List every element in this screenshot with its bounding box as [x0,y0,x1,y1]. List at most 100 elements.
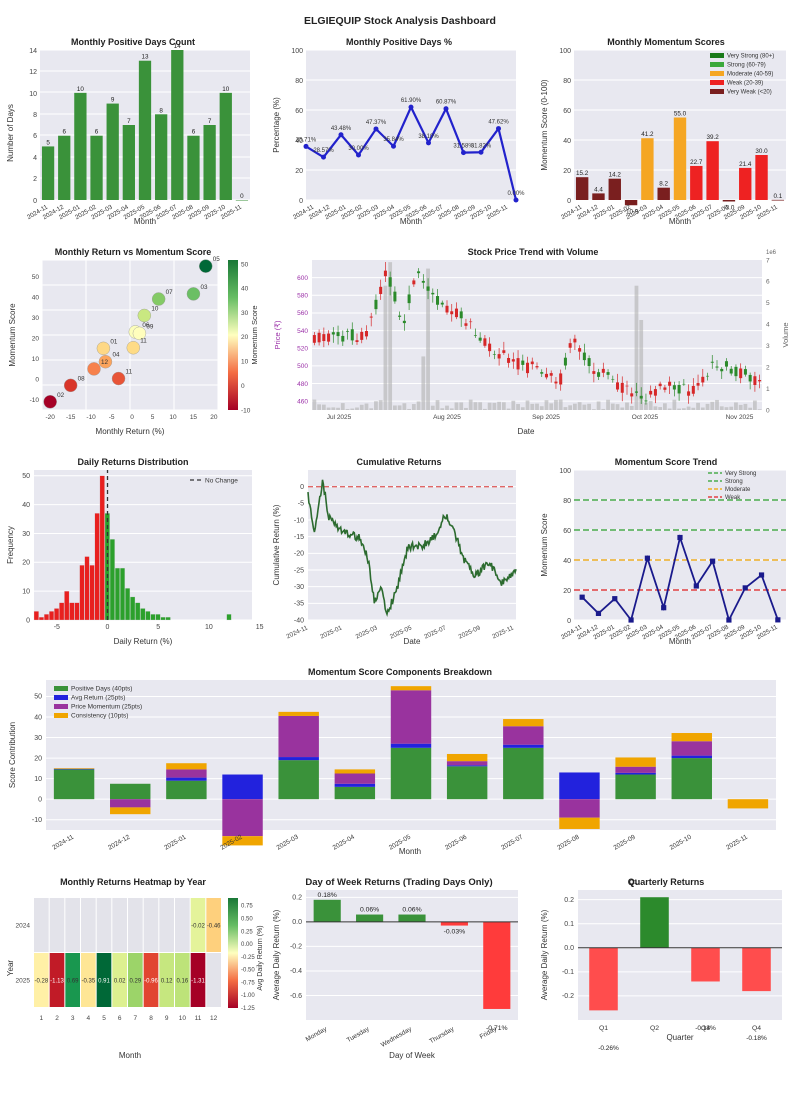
svg-text:0.75: 0.75 [241,904,253,910]
svg-text:20: 20 [563,588,571,595]
svg-text:-1.31: -1.31 [191,979,205,985]
svg-text:3: 3 [766,343,770,350]
svg-text:Tuesday: Tuesday [346,1025,372,1044]
svg-text:8: 8 [159,107,163,114]
svg-text:8: 8 [33,112,37,119]
svg-text:50: 50 [22,473,30,480]
svg-text:50: 50 [241,261,249,268]
svg-text:20: 20 [210,414,218,421]
svg-text:-5: -5 [298,501,304,508]
svg-text:-35: -35 [294,601,304,608]
svg-text:50: 50 [32,274,40,281]
svg-text:2025-06: 2025-06 [444,833,468,851]
svg-text:10: 10 [34,776,42,783]
svg-text:3: 3 [71,1015,75,1022]
svg-text:4: 4 [766,322,770,329]
svg-text:14.2: 14.2 [609,172,622,179]
svg-text:5: 5 [46,139,50,146]
svg-text:10: 10 [169,414,177,421]
svg-text:Wednesday: Wednesday [380,1025,414,1049]
svg-text:Month: Month [669,637,691,646]
svg-text:Frequency: Frequency [6,526,15,564]
svg-text:Strong: Strong [725,479,743,485]
svg-text:80: 80 [563,78,571,85]
svg-text:-5: -5 [54,624,60,631]
svg-text:2025-07: 2025-07 [500,833,524,851]
svg-text:6: 6 [118,1015,122,1022]
svg-text:6: 6 [62,129,66,136]
svg-text:100: 100 [559,468,571,475]
svg-text:0: 0 [130,414,134,421]
svg-text:0.06%: 0.06% [402,907,421,914]
svg-text:10: 10 [222,86,230,93]
svg-text:7: 7 [766,257,770,264]
svg-text:-0.25: -0.25 [241,955,255,961]
svg-text:20: 20 [32,336,40,343]
svg-text:Year: Year [6,960,15,977]
svg-text:Weak: Weak [725,495,741,501]
svg-text:22.7: 22.7 [690,159,703,166]
svg-text:12: 12 [29,69,37,76]
svg-text:60: 60 [563,528,571,535]
svg-text:Positive Days (40pts): Positive Days (40pts) [71,686,132,693]
svg-text:2025-11: 2025-11 [725,833,749,851]
svg-text:0: 0 [241,383,245,390]
svg-text:0.0: 0.0 [564,945,574,952]
svg-text:60: 60 [563,108,571,115]
svg-text:30.00%: 30.00% [348,146,369,152]
svg-text:30: 30 [32,315,40,322]
svg-text:4: 4 [87,1015,91,1022]
svg-text:50: 50 [34,694,42,701]
svg-text:0.06%: 0.06% [360,907,379,914]
svg-text:10: 10 [22,588,30,595]
svg-text:0: 0 [299,198,303,205]
svg-text:60.87%: 60.87% [436,100,457,106]
svg-text:0: 0 [26,617,30,624]
svg-text:540: 540 [297,328,308,335]
svg-text:Q1: Q1 [599,1025,608,1032]
svg-text:-15: -15 [294,534,304,541]
svg-text:Quarter: Quarter [666,1033,693,1042]
svg-text:2024-12: 2024-12 [107,833,131,851]
svg-text:Score Contribution: Score Contribution [8,722,17,788]
svg-text:560: 560 [297,310,308,317]
svg-text:2024-11: 2024-11 [285,624,309,640]
svg-text:Date: Date [518,427,535,436]
svg-text:-0.96: -0.96 [144,979,158,985]
svg-text:-25: -25 [294,567,304,574]
svg-text:47.62%: 47.62% [488,120,509,126]
svg-text:520: 520 [297,346,308,353]
svg-text:-0.6: -0.6 [290,993,302,1000]
svg-text:2025-11: 2025-11 [491,624,515,640]
svg-text:-40: -40 [294,617,304,624]
svg-text:04: 04 [112,352,120,359]
svg-text:Average Daily Return (%): Average Daily Return (%) [272,909,281,1000]
svg-text:Moderate: Moderate [725,487,751,493]
svg-text:01: 01 [110,338,118,345]
svg-text:Very Weak (<20): Very Weak (<20) [727,90,772,96]
svg-text:0.2: 0.2 [564,897,574,904]
svg-text:6: 6 [95,129,99,136]
svg-text:2025-10: 2025-10 [669,833,693,851]
svg-text:11: 11 [195,1015,202,1022]
svg-text:2025-09: 2025-09 [458,624,482,640]
svg-text:40: 40 [32,294,40,301]
svg-text:Strong (60-79): Strong (60-79) [727,63,766,69]
svg-text:8.2: 8.2 [659,181,668,188]
svg-text:9: 9 [165,1015,169,1022]
svg-text:55.0: 55.0 [674,111,687,118]
svg-text:30: 30 [22,531,30,538]
svg-text:2025-04: 2025-04 [332,833,356,851]
svg-text:0.12: 0.12 [161,979,173,985]
svg-text:Price (₹): Price (₹) [273,320,282,349]
svg-text:12: 12 [210,1015,218,1022]
svg-text:-0.26%: -0.26% [598,1045,619,1052]
svg-text:Consistency (10pts): Consistency (10pts) [71,713,128,720]
svg-text:0.1: 0.1 [564,921,574,928]
svg-text:0: 0 [567,198,571,205]
svg-text:Weak (20-39): Weak (20-39) [727,81,763,87]
svg-text:-1.25: -1.25 [241,1006,255,1012]
svg-text:-0.03%: -0.03% [444,929,466,936]
svg-text:0.0: 0.0 [292,919,302,926]
svg-text:-0.50: -0.50 [241,968,255,974]
